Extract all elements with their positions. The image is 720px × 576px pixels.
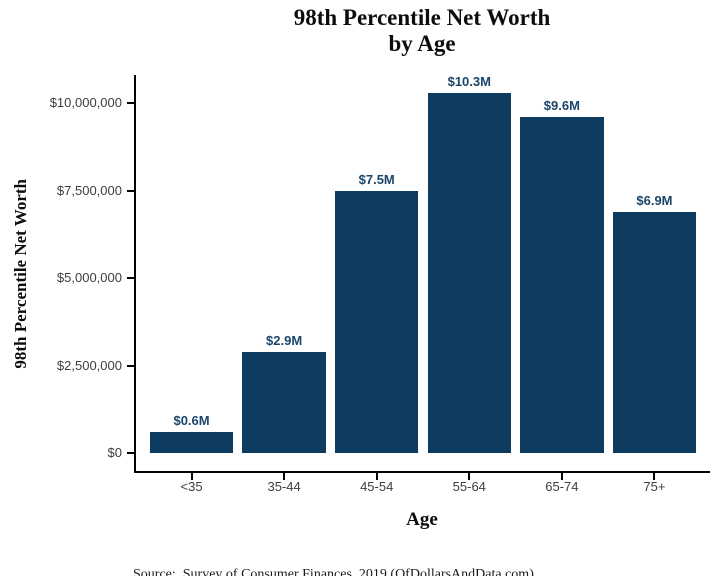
bar-value-label: $10.3M <box>447 74 491 89</box>
y-tick-label: $0 <box>107 445 122 460</box>
bar-35-44 <box>242 351 326 453</box>
x-tick-label: 75+ <box>643 479 666 494</box>
x-tick-label: 45-54 <box>360 479 394 494</box>
plot-panel: $0.6M <35 $2.9M 35-44 $7.5M 45-54 $10.3M 55-64 $… <box>50 74 710 494</box>
bar-value-label: $2.9M <box>266 332 303 348</box>
y-tick-label: $2,500,000 <box>56 357 122 373</box>
caption-source: Source: Survey of Consumer Finances, 201… <box>133 567 534 576</box>
y-axis-tick <box>127 277 134 280</box>
y-tick-label: $7,500,000 <box>56 182 122 198</box>
y-tick-label: $10,000,000 <box>49 95 122 111</box>
y-axis-tick <box>127 102 134 105</box>
x-tick-label: 65-74 <box>545 479 579 494</box>
y-axis-tick <box>127 452 134 454</box>
bar-55-64 <box>427 93 511 453</box>
y-axis-tick <box>127 364 134 367</box>
chart-title: 98th Percentile Net Worth by Age <box>134 5 710 57</box>
y-axis-tick <box>127 189 134 192</box>
caption: Source: Survey of Consumer Finances, 201… <box>133 535 693 576</box>
y-tick-label: $5,000,000 <box>56 270 122 286</box>
bar-75+ <box>612 211 697 453</box>
chart-title-line1: 98th Percentile Net Worth <box>293 5 551 30</box>
x-tick-label: 55-64 <box>452 479 486 494</box>
x-axis-tick <box>283 473 286 480</box>
bar-45-54 <box>335 190 419 453</box>
chart-title-line2: by Age <box>388 31 456 56</box>
x-tick-label: 35-44 <box>267 479 301 494</box>
x-axis-tick <box>560 473 563 480</box>
bar-value-label: $0.6M <box>173 413 210 429</box>
x-axis-tick <box>375 473 378 480</box>
x-axis-tick <box>653 473 656 480</box>
bar-value-label: $9.6M <box>543 98 580 114</box>
bar-value-label: $6.9M <box>636 192 673 208</box>
bar-65-74 <box>520 117 604 453</box>
x-axis-title: Age <box>406 509 438 530</box>
x-axis-tick <box>190 473 193 480</box>
x-axis-tick <box>468 473 471 480</box>
bar-<35 <box>149 432 234 453</box>
bar-value-label: $7.5M <box>358 171 395 187</box>
x-tick-label: <35 <box>180 479 203 494</box>
